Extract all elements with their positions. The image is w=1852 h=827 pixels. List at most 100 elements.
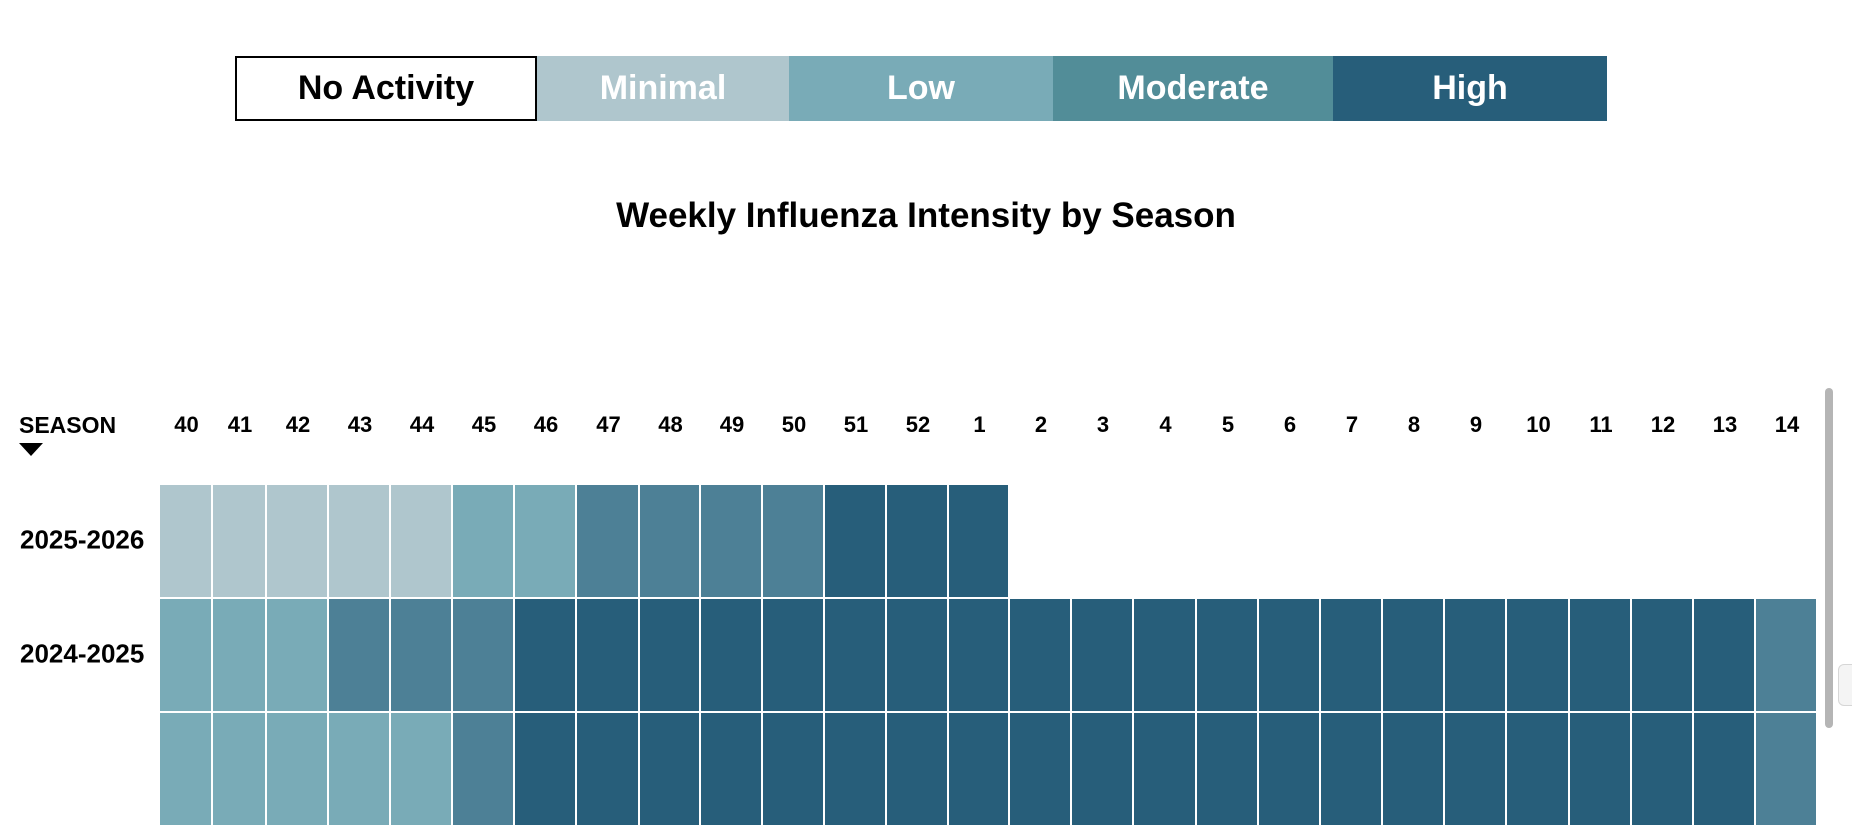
heatmap-cell[interactable] bbox=[640, 599, 701, 713]
week-label-14: 14 bbox=[1774, 412, 1800, 437]
heatmap-cell[interactable] bbox=[887, 713, 949, 827]
heatmap-cell[interactable] bbox=[267, 599, 329, 713]
heatmap-cell[interactable] bbox=[1570, 713, 1632, 827]
heatmap-cell[interactable] bbox=[1632, 713, 1694, 827]
season-column-header[interactable]: SEASON bbox=[19, 412, 117, 438]
heatmap-cell[interactable] bbox=[577, 713, 640, 827]
week-label-6: 6 bbox=[1283, 412, 1297, 437]
heatmap-cell[interactable] bbox=[267, 713, 329, 827]
heatmap-cell[interactable] bbox=[1134, 713, 1197, 827]
heatmap-cell[interactable] bbox=[391, 713, 453, 827]
heatmap-cell[interactable] bbox=[1321, 713, 1383, 827]
heatmap-cell[interactable] bbox=[1694, 713, 1756, 827]
legend-item-none: No Activity bbox=[235, 56, 537, 121]
heatmap-cell[interactable] bbox=[515, 485, 577, 599]
heatmap-cell[interactable] bbox=[763, 599, 825, 713]
heatmap-cell[interactable] bbox=[1259, 599, 1321, 713]
heatmap-cell[interactable] bbox=[1321, 599, 1383, 713]
week-label-4: 4 bbox=[1159, 412, 1172, 437]
heatmap-cell[interactable] bbox=[1445, 713, 1507, 827]
heatmap-cell[interactable] bbox=[887, 485, 949, 599]
week-label-48: 48 bbox=[658, 412, 683, 437]
sort-descending-icon[interactable] bbox=[19, 443, 43, 457]
heatmap-cell[interactable] bbox=[949, 599, 1010, 713]
heatmap-cell[interactable] bbox=[763, 713, 825, 827]
heatmap-cell[interactable] bbox=[213, 485, 267, 599]
heatmap-cell[interactable] bbox=[329, 599, 391, 713]
heatmap-cell[interactable] bbox=[1570, 599, 1632, 713]
heatmap-cell[interactable] bbox=[1197, 599, 1259, 713]
week-label-5: 5 bbox=[1221, 412, 1235, 437]
heatmap-cell[interactable] bbox=[453, 485, 515, 599]
heatmap-cell[interactable] bbox=[825, 713, 887, 827]
legend-item-moderate: Moderate bbox=[1053, 56, 1333, 121]
heatmap-cell[interactable] bbox=[763, 485, 825, 599]
heatmap-cell[interactable] bbox=[1010, 713, 1072, 827]
side-panel-tab[interactable] bbox=[1838, 664, 1852, 706]
heatmap-cell[interactable] bbox=[949, 713, 1010, 827]
week-label-7: 7 bbox=[1345, 412, 1359, 437]
heatmap-cell[interactable] bbox=[1134, 599, 1197, 713]
heatmap-cell[interactable] bbox=[213, 599, 267, 713]
heatmap-cell[interactable] bbox=[1197, 713, 1259, 827]
week-label-12: 12 bbox=[1650, 412, 1676, 437]
week-label-9: 9 bbox=[1469, 412, 1483, 437]
heatmap-cell[interactable] bbox=[391, 485, 453, 599]
week-label-13: 13 bbox=[1712, 412, 1738, 437]
heatmap-cell[interactable] bbox=[887, 599, 949, 713]
week-label-8: 8 bbox=[1407, 412, 1421, 437]
week-label-3: 3 bbox=[1096, 412, 1110, 437]
heatmap-cell[interactable] bbox=[1010, 599, 1072, 713]
season-label-2024-2025: 2024-2025 bbox=[20, 638, 145, 669]
heatmap-cell[interactable] bbox=[640, 713, 701, 827]
heatmap-cell[interactable] bbox=[329, 485, 391, 599]
week-label-50: 50 bbox=[781, 412, 807, 437]
week-label-47: 47 bbox=[596, 412, 621, 437]
week-label-51: 51 bbox=[843, 412, 869, 437]
heatmap-cell[interactable] bbox=[701, 713, 763, 827]
legend-item-minimal: Minimal bbox=[537, 56, 789, 121]
heatmap-cell[interactable] bbox=[453, 599, 515, 713]
heatmap-cell[interactable] bbox=[1756, 599, 1818, 713]
intensity-legend: No Activity Minimal Low Moderate High bbox=[235, 56, 1607, 121]
heatmap-cell[interactable] bbox=[1383, 599, 1445, 713]
heatmap-cell[interactable] bbox=[1383, 713, 1445, 827]
heatmap-cell[interactable] bbox=[577, 485, 640, 599]
heatmap-cell[interactable] bbox=[515, 599, 577, 713]
heatmap-cell[interactable] bbox=[825, 599, 887, 713]
week-label-45: 45 bbox=[471, 412, 497, 437]
week-label-42: 42 bbox=[285, 412, 311, 437]
heatmap-cell[interactable] bbox=[267, 485, 329, 599]
heatmap-cell[interactable] bbox=[391, 599, 453, 713]
heatmap-cell[interactable] bbox=[1507, 599, 1570, 713]
heatmap-cell[interactable] bbox=[701, 485, 763, 599]
week-label-40: 40 bbox=[174, 412, 199, 437]
chart-title: Weekly Influenza Intensity by Season bbox=[616, 196, 1236, 235]
heatmap-cell[interactable] bbox=[1507, 713, 1570, 827]
heatmap-cell[interactable] bbox=[701, 599, 763, 713]
week-label-43: 43 bbox=[347, 412, 373, 437]
scrollbar-thumb[interactable] bbox=[1825, 388, 1833, 728]
heatmap-cell[interactable] bbox=[949, 485, 1010, 599]
heatmap-cell[interactable] bbox=[1072, 713, 1134, 827]
heatmap-cell[interactable] bbox=[1259, 713, 1321, 827]
heatmap-cell[interactable] bbox=[453, 713, 515, 827]
heatmap-cell[interactable] bbox=[577, 599, 640, 713]
heatmap-cell[interactable] bbox=[160, 713, 213, 827]
heatmap-cell[interactable] bbox=[160, 485, 213, 599]
heatmap-cell[interactable] bbox=[1756, 713, 1818, 827]
heatmap-cell[interactable] bbox=[160, 599, 213, 713]
week-label-1: 1 bbox=[973, 412, 986, 437]
heatmap-cell[interactable] bbox=[213, 713, 267, 827]
heatmap-cell[interactable] bbox=[825, 485, 887, 599]
season-label-2025-2026: 2025-2026 bbox=[20, 524, 145, 555]
heatmap-cell[interactable] bbox=[1632, 599, 1694, 713]
heatmap-cell[interactable] bbox=[1072, 599, 1134, 713]
week-label-49: 49 bbox=[719, 412, 745, 437]
heatmap-cell[interactable] bbox=[1694, 599, 1756, 713]
heatmap-cell[interactable] bbox=[515, 713, 577, 827]
heatmap-cell[interactable] bbox=[640, 485, 701, 599]
heatmap-cell[interactable] bbox=[329, 713, 391, 827]
week-label-11: 11 bbox=[1589, 412, 1613, 437]
heatmap-cell[interactable] bbox=[1445, 599, 1507, 713]
